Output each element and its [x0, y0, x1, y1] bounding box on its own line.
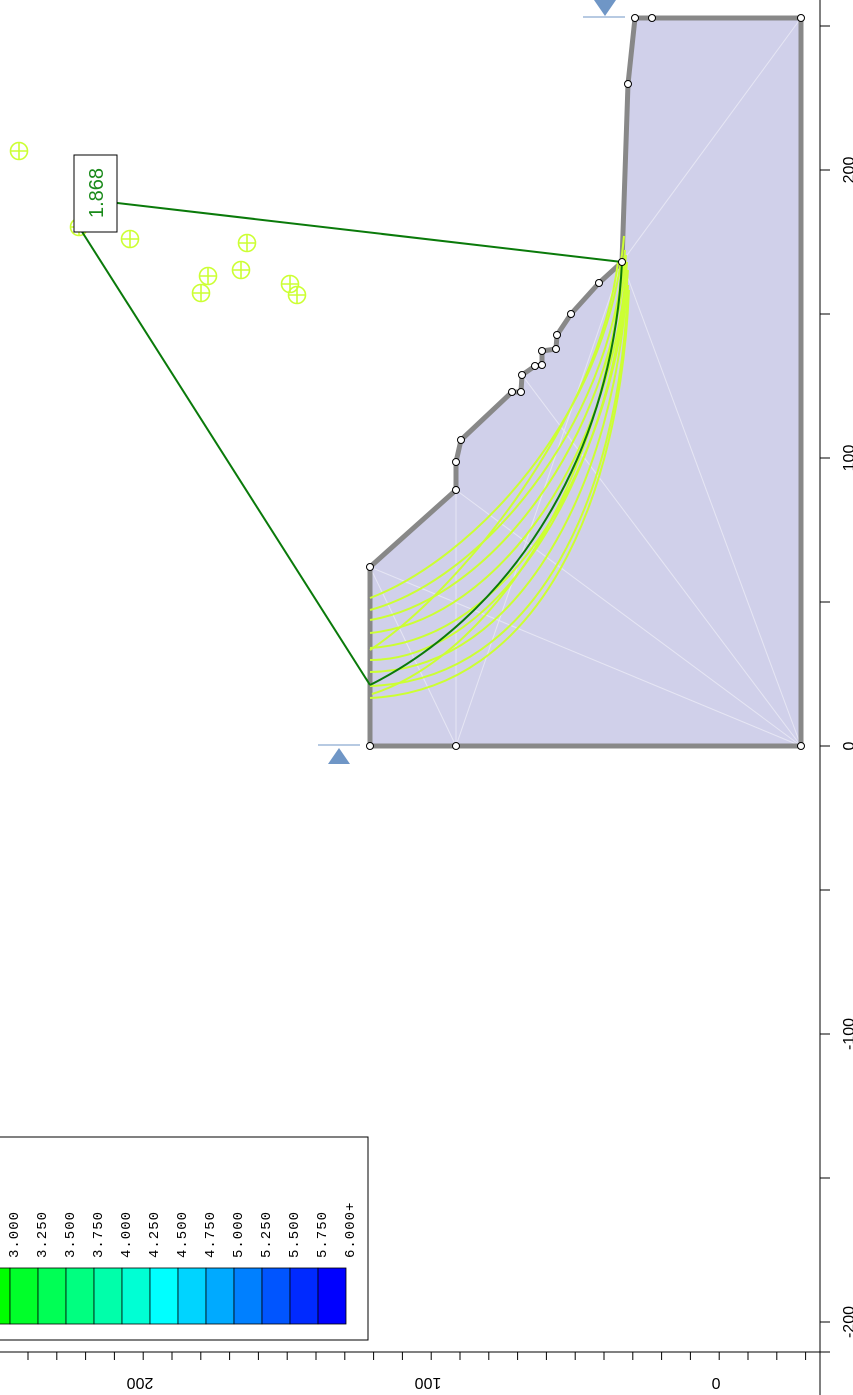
slip-centre-marker: [9, 141, 29, 161]
legend-swatch: [233, 1267, 263, 1325]
legend-label: 5.250: [259, 1211, 275, 1258]
water-table-marker-bottom: [318, 744, 360, 764]
legend-label: 6.000+: [343, 1202, 359, 1258]
legend: 3.000 3.250 3.500 3.750 4.000 4.250 4.500 4.750…: [0, 1136, 369, 1341]
water-table-marker-top: [583, 0, 625, 18]
legend-swatch: [149, 1267, 179, 1325]
bottom-tick-label: 100: [415, 1374, 442, 1391]
radius-line-top: [91, 199, 623, 263]
legend-label: 4.000: [119, 1211, 135, 1258]
legend-swatch: [93, 1267, 123, 1325]
legend-label: 3.000: [7, 1211, 23, 1258]
trial-centres: [9, 141, 307, 305]
bottom-axis: [0, 1351, 830, 1360]
legend-swatch: [121, 1267, 151, 1325]
slip-centre-marker: [191, 283, 211, 303]
legend-swatch: [177, 1267, 207, 1325]
legend-swatch: [261, 1267, 291, 1325]
slip-centre-marker: [120, 229, 140, 249]
legend-label: 3.250: [35, 1211, 51, 1258]
legend-label: 4.250: [147, 1211, 163, 1258]
boundary-vertices: [366, 14, 805, 750]
legend-swatch: [9, 1267, 39, 1325]
radius-line-bottom: [78, 226, 371, 686]
slip-centre-marker: [237, 233, 257, 253]
legend-label: 5.000: [231, 1211, 247, 1258]
right-tick-label: 200: [841, 157, 853, 184]
legend-label: 5.500: [287, 1211, 303, 1258]
right-tick-label: 100: [841, 445, 853, 472]
slip-centre-marker: [231, 260, 251, 280]
legend-swatch: [289, 1267, 319, 1325]
legend-label: 4.500: [175, 1211, 191, 1258]
legend-swatch: [37, 1267, 67, 1325]
slip-centre-marker: [287, 285, 307, 305]
legend-swatch: [0, 1267, 11, 1325]
svg-text:1.868: 1.868: [86, 168, 108, 218]
factor-of-safety-label: 1.868: [73, 154, 118, 233]
legend-swatch: [317, 1267, 347, 1325]
mesh-lines: [369, 17, 802, 747]
legend-label: 4.750: [203, 1211, 219, 1258]
slip-centre-marker: [198, 266, 218, 286]
legend-label: 3.750: [91, 1211, 107, 1258]
right-axis: [819, 0, 830, 1395]
legend-label: 3.500: [63, 1211, 79, 1258]
right-axis-labels: 200 100 0 -100 -200: [841, 157, 853, 1338]
critical-slip-surface: [78, 199, 623, 686]
bottom-tick-label: 0: [711, 1374, 720, 1391]
right-tick-label: -100: [841, 1018, 853, 1050]
bottom-tick-label: 200: [127, 1374, 154, 1391]
legend-swatch: [205, 1267, 235, 1325]
legend-label: 5.750: [315, 1211, 331, 1258]
right-tick-label: 0: [841, 741, 853, 750]
bottom-axis-labels: 200 100 0: [127, 1374, 721, 1391]
critical-arc: [369, 261, 623, 686]
legend-swatch: [65, 1267, 95, 1325]
right-tick-label: -200: [841, 1306, 853, 1338]
soil-region: [370, 18, 801, 746]
